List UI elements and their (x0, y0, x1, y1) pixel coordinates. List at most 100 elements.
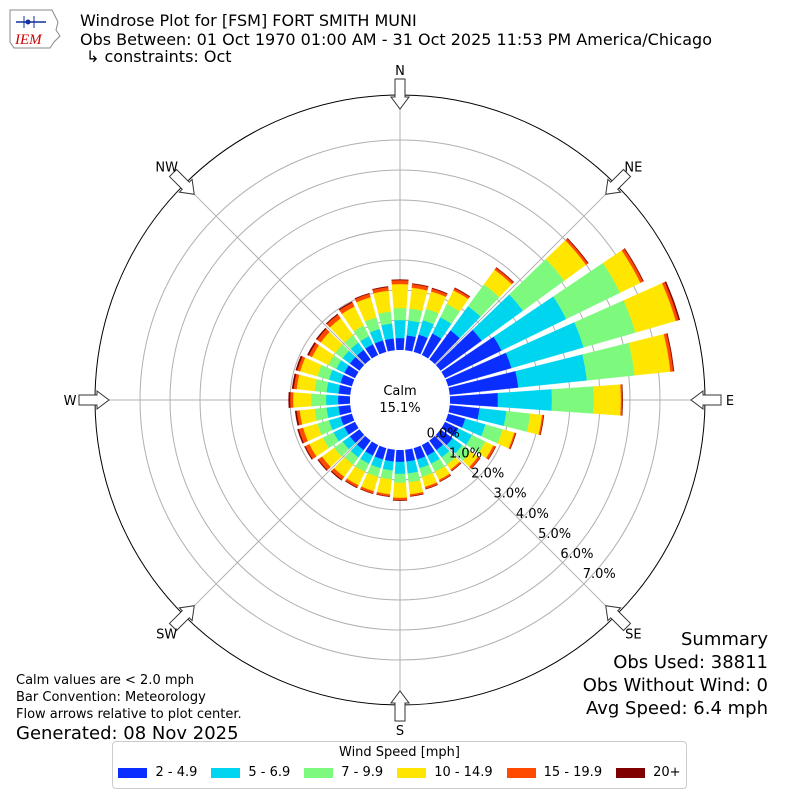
logo-text: IEM (14, 32, 43, 48)
compass-label: N (395, 64, 405, 79)
bar-segment (405, 448, 416, 462)
direction-arrow (690, 390, 722, 410)
bar-segment (495, 267, 515, 283)
summary-obs-used: Obs Used: 38811 (613, 652, 768, 673)
bar-segment (326, 381, 341, 394)
calm-circle (350, 350, 450, 450)
legend-label: 5 - 6.9 (248, 765, 291, 780)
radial-tick-label: 7.0% (583, 567, 616, 582)
bar-segment (664, 281, 681, 321)
bar-segment (477, 408, 507, 427)
bar-segment (391, 283, 409, 309)
legend-label: 10 - 14.9 (434, 765, 493, 780)
legend-title: Wind Speed [mph] (339, 745, 460, 760)
legend-item: 5 - 6.9 (211, 765, 290, 780)
iem-logo: IEM (9, 9, 61, 49)
bar-segment (381, 323, 394, 341)
direction-arrow (168, 605, 195, 632)
bar-segment (391, 279, 409, 281)
bar-segment (392, 499, 408, 501)
bar-segment (666, 333, 675, 372)
legend-swatch (211, 767, 241, 778)
radial-tick-label: 0.0% (427, 426, 460, 441)
legend-swatch (304, 767, 334, 778)
bar-segment (289, 392, 294, 408)
bar-segment (395, 337, 405, 351)
flow-arrows-note: Flow arrows relative to plot center. (16, 707, 242, 722)
bar-segment (409, 287, 428, 311)
summary-box: Summary Obs Used: 38811 Obs Without Wind… (583, 628, 768, 720)
bar-segment (425, 484, 438, 490)
bar-segment (314, 407, 329, 421)
bar-segment (391, 279, 409, 285)
bar-segment (408, 308, 423, 323)
bar-segment (378, 311, 393, 326)
direction-arrows (78, 78, 722, 722)
radial-tick-label: 6.0% (560, 547, 593, 562)
axis-labels: N NE E SE S SW W NW 0.0% 1.0% 2.0% 3.0% 4.0% 5.0% 6.0%… (64, 64, 735, 739)
direction-arrow (390, 690, 410, 722)
radial-tick-label: 1.0% (449, 447, 482, 462)
bar-segment (310, 393, 327, 407)
legend-item: 15 - 19.9 (506, 765, 603, 780)
radial-tick-label: 5.0% (538, 527, 571, 542)
bar-segment (326, 406, 341, 419)
compass-label: E (726, 394, 734, 409)
compass-label: NE (624, 161, 642, 176)
generated-date: Generated: 08 Nov 2025 (16, 723, 239, 744)
legend: Wind Speed [mph] 2 - 4.9 5 - 6.9 7 - 9.9 10… (112, 741, 687, 789)
bar-segment (394, 461, 406, 475)
plot-notes: Calm values are < 2.0 mph Bar Convention… (16, 672, 242, 745)
bar-segment (294, 410, 300, 426)
bar-segment (338, 384, 352, 395)
calm-note: Calm values are < 2.0 mph (16, 673, 195, 688)
constraints: ↳ constraints: Oct (86, 47, 232, 66)
bar-segment (338, 405, 352, 416)
bar-segment (384, 448, 395, 462)
bar-segment (360, 488, 374, 495)
bar-segment (288, 392, 291, 408)
windrose-bars (288, 237, 681, 501)
bar-segment (330, 470, 343, 481)
bar-segment (628, 334, 671, 376)
bar-segment (338, 301, 353, 311)
legend-swatch (506, 767, 536, 778)
bar-segment (325, 394, 339, 406)
plot-title: Windrose Plot for [FSM] FORT SMITH MUNI (80, 11, 417, 30)
radial-tick-label: 4.0% (516, 507, 549, 522)
compass-label: W (64, 394, 77, 409)
bar-segment (566, 237, 589, 264)
bar-segment (307, 342, 316, 356)
compass-label: SW (156, 627, 177, 642)
legend-label: 2 - 4.9 (155, 765, 198, 780)
compass-label: NW (155, 161, 178, 176)
bar-segment (315, 327, 327, 340)
summary-avg-speed: Avg Speed: 6.4 mph (586, 698, 768, 719)
bar-segment (304, 446, 313, 460)
bar-segment (394, 473, 406, 484)
legend-label: 15 - 19.9 (543, 765, 603, 780)
direction-arrow (605, 605, 632, 632)
bar-segment (540, 414, 545, 436)
bar-segment (509, 433, 517, 450)
bar-segment (503, 411, 531, 432)
bar-segment (354, 292, 370, 300)
bar-segment (406, 459, 419, 474)
summary-heading: Summary (681, 629, 768, 650)
radial-tick-label: 2.0% (471, 467, 504, 482)
calm-label: Calm (383, 384, 416, 399)
bar-segment (551, 386, 595, 414)
legend-label: 20+ (653, 765, 681, 780)
bar-segment (295, 355, 303, 371)
direction-arrow (78, 390, 110, 410)
bar-segment (292, 392, 312, 408)
bar-segment (488, 446, 497, 460)
legend-swatch (118, 767, 148, 778)
bar-segment (393, 307, 407, 321)
bar-segment (299, 408, 317, 425)
bar-segment (373, 290, 391, 314)
legend-label: 7 - 9.9 (341, 765, 384, 780)
legend-items: 2 - 4.9 5 - 6.9 7 - 9.9 10 - 14.9 15 - 19.9 2… (113, 765, 686, 780)
grid-spoke (435, 435, 617, 617)
